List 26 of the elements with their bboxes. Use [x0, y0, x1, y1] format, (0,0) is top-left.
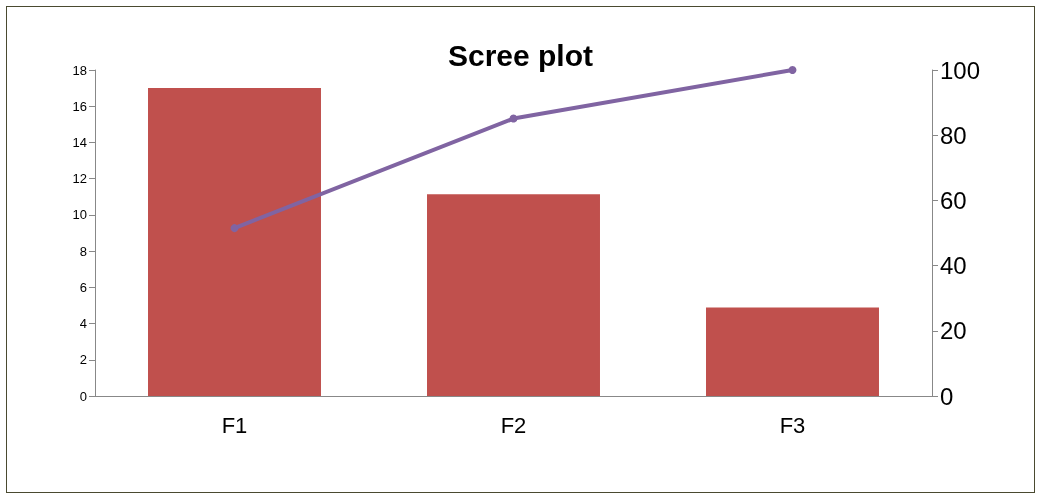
- bar: [427, 194, 600, 396]
- y2-tick-label: 40: [940, 252, 967, 280]
- y-tick-label: 8: [79, 243, 87, 259]
- point: [788, 66, 797, 74]
- y-tick-label: 18: [72, 62, 87, 78]
- y-tick-label: 4: [79, 316, 87, 332]
- x-tick-label: F2: [500, 412, 527, 438]
- y2-tick-label: 100: [940, 56, 981, 84]
- bar: [706, 307, 879, 396]
- y2-tick-label: 60: [940, 186, 967, 214]
- chart-title: Scree plot: [447, 38, 594, 72]
- x-tick-label: F1: [221, 412, 248, 438]
- y2-tick-label: 0: [940, 382, 954, 410]
- y-tick-label: 6: [79, 279, 87, 295]
- y-tick-label: 0: [79, 388, 87, 404]
- y2-tick-label: 20: [940, 317, 967, 345]
- y2-tick-label: 80: [940, 121, 967, 149]
- point: [230, 224, 239, 233]
- point: [509, 114, 518, 123]
- y-tick-label: 14: [72, 134, 87, 150]
- bar: [148, 88, 321, 396]
- y-tick-label: 12: [72, 171, 87, 187]
- x-tick-label: F3: [779, 412, 806, 438]
- y-tick-label: 16: [72, 98, 87, 114]
- y-tick-label: 2: [79, 352, 87, 368]
- y-tick-label: 10: [72, 207, 87, 223]
